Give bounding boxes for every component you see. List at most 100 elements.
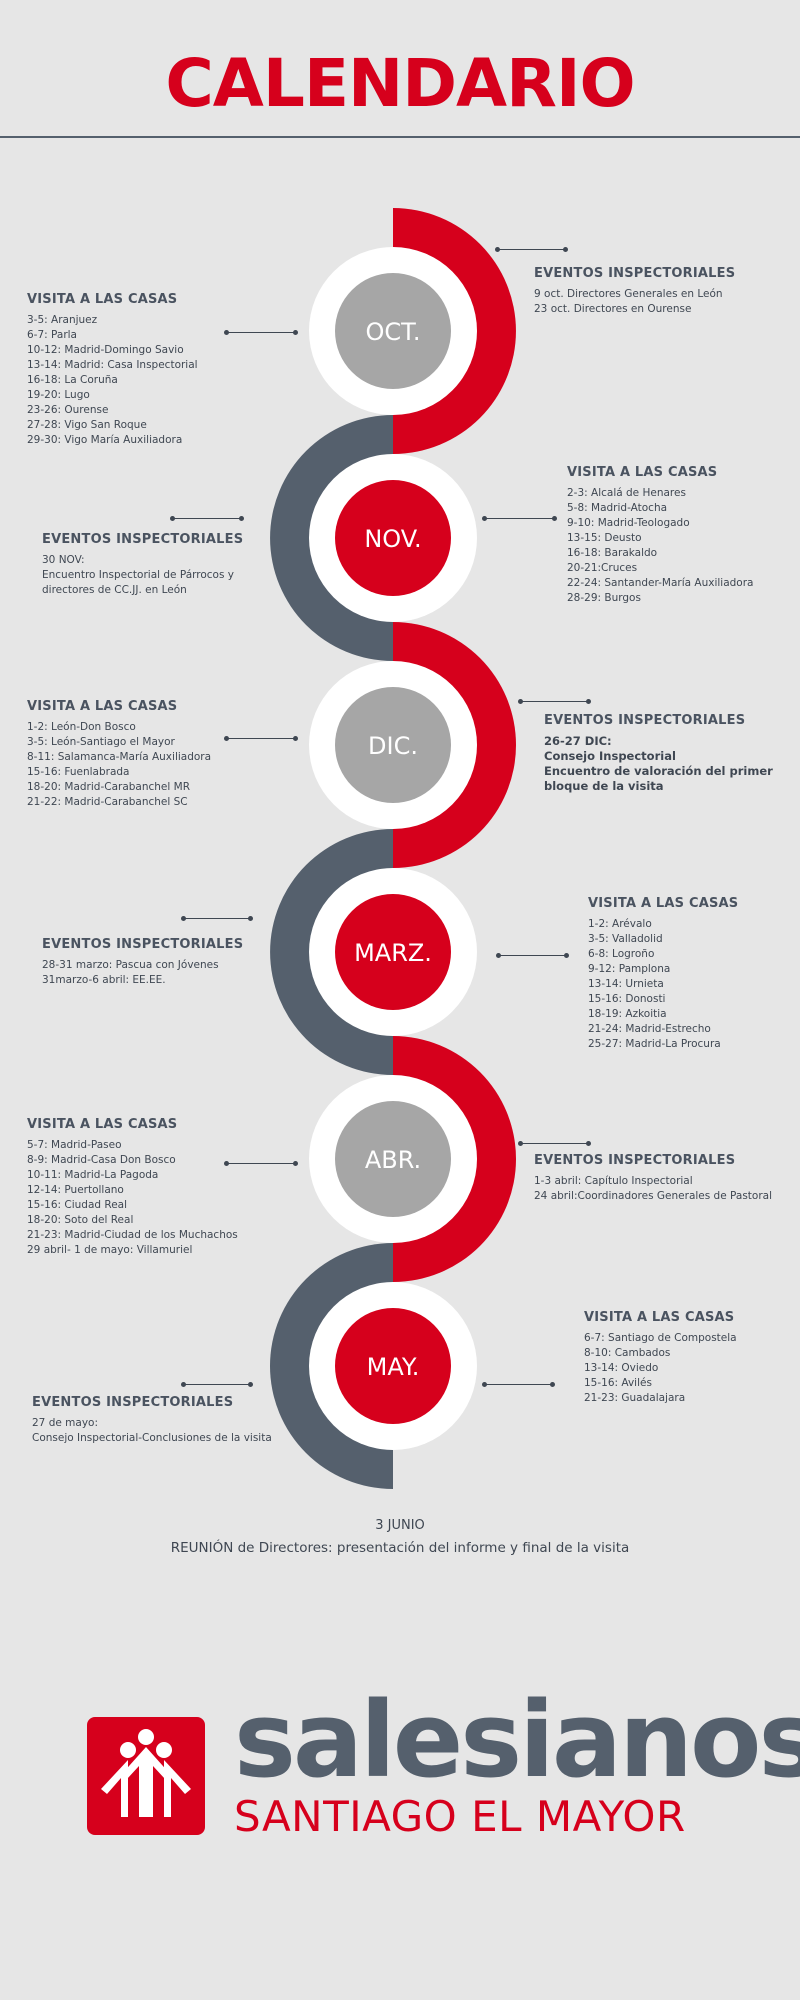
block-heading: EVENTOS INSPECTORIALES <box>42 532 244 547</box>
block-line: 27 de mayo: <box>32 1417 98 1429</box>
block-line: 21-24: Madrid-Estrecho <box>588 1023 711 1035</box>
calendar-block-right: VISITA A LAS CASAS 1-2: Arévalo 3-5: Valla… <box>588 896 738 1052</box>
salesian-children-icon <box>101 1729 191 1817</box>
block-line: 5-7: Madrid-Paseo <box>27 1139 122 1151</box>
connector-line <box>518 1141 591 1146</box>
block-line: 21-23: Guadalajara <box>584 1392 686 1404</box>
block-line: bloque de la visita <box>544 779 664 793</box>
block-line: 13-14: Urnieta <box>588 978 664 990</box>
month-badge <box>335 894 451 1010</box>
block-line: 18-20: Soto del Real <box>27 1214 134 1226</box>
block-line: 9-12: Pamplona <box>588 963 671 975</box>
block-line: 15-16: Ciudad Real <box>27 1199 128 1211</box>
brand-subtitle: SANTIAGO EL MAYOR <box>234 1792 686 1841</box>
block-line: 26-27 DIC: <box>544 734 612 748</box>
header-divider <box>0 136 800 138</box>
block-line: 25-27: Madrid-La Procura <box>588 1038 721 1050</box>
block-line: 19-20: Lugo <box>27 389 90 401</box>
calendar-block-left: VISITA A LAS CASAS 5-7: Madrid-Paseo 8-9: … <box>27 1117 238 1258</box>
block-line: 8-9: Madrid-Casa Don Bosco <box>27 1154 176 1166</box>
block-heading: EVENTOS INSPECTORIALES <box>534 266 736 281</box>
calendar-block-right: VISITA A LAS CASAS 2-3: Alcalá de Henares… <box>567 465 753 606</box>
block-line: 28-31 marzo: Pascua con Jóvenes <box>42 959 219 971</box>
calendar-block-left: EVENTOS INSPECTORIALES 30 NOV: Encuentro I… <box>42 532 243 598</box>
calendar-block-right: EVENTOS INSPECTORIALES 26-27 DIC: Consejo … <box>544 713 773 794</box>
block-heading: VISITA A LAS CASAS <box>27 699 178 714</box>
block-line: 16-18: La Coruña <box>27 374 118 386</box>
calendar-block-left: EVENTOS INSPECTORIALES 28-31 marzo: Pascu… <box>42 937 243 988</box>
connector-line <box>482 1382 555 1387</box>
connector-line <box>224 736 298 741</box>
block-line: 28-29: Burgos <box>567 592 641 604</box>
month-badge <box>335 1101 451 1217</box>
block-line: 13-14: Madrid: Casa Inspectorial <box>27 359 198 371</box>
block-line: 31marzo-6 abril: EE.EE. <box>42 974 166 986</box>
block-line: 21-23: Madrid-Ciudad de los Muchachos <box>27 1229 238 1241</box>
block-line: 10-11: Madrid-La Pagoda <box>27 1169 159 1181</box>
block-line: 27-28: Vigo San Roque <box>27 419 147 431</box>
block-line: Consejo Inspectorial <box>544 749 676 763</box>
block-line: 10-12: Madrid-Domingo Savio <box>27 344 184 356</box>
month-label: ABR. <box>365 1146 421 1174</box>
connector-line <box>482 516 557 521</box>
block-line: 18-20: Madrid-Carabanchel MR <box>27 781 191 793</box>
month-badge <box>335 1308 451 1424</box>
block-line: 15-16: Avilés <box>584 1377 652 1389</box>
calendar-block-right: EVENTOS INSPECTORIALES 9 oct. Directores … <box>534 266 735 317</box>
block-line: 23-26: Ourense <box>27 404 109 416</box>
block-line: 6-8: Logroño <box>588 948 655 960</box>
calendar-block-right: EVENTOS INSPECTORIALES 1-3 abril: Capítul… <box>534 1153 772 1204</box>
block-heading: VISITA A LAS CASAS <box>27 1117 178 1132</box>
block-line: 21-22: Madrid-Carabanchel SC <box>27 796 188 808</box>
connector-line <box>496 953 569 958</box>
month-badge <box>335 273 451 389</box>
calendar-block-left: VISITA A LAS CASAS 1-2: León-Don Bosco 3-5… <box>27 699 211 810</box>
footer-text: REUNIÓN de Directores: presentación del … <box>170 1540 630 1556</box>
footer-date: 3 JUNIO <box>375 1518 425 1533</box>
block-line: 3-5: León-Santiago el Mayor <box>27 736 175 748</box>
calendar-block-left: VISITA A LAS CASAS 3-5: Aranjuez 6-7: Parl… <box>27 292 198 448</box>
block-line: 3-5: Aranjuez <box>27 314 98 326</box>
connector-line <box>224 1161 298 1166</box>
block-heading: EVENTOS INSPECTORIALES <box>534 1153 736 1168</box>
connector-line <box>181 916 253 921</box>
block-line: 22-24: Santander-María Auxiliadora <box>567 577 754 589</box>
block-line: 29-30: Vigo María Auxiliadora <box>27 434 183 446</box>
month-label: DIC. <box>368 732 418 760</box>
block-heading: EVENTOS INSPECTORIALES <box>32 1395 234 1410</box>
block-line: 15-16: Fuenlabrada <box>27 766 130 778</box>
block-line: 9 oct. Directores Generales en León <box>534 288 723 300</box>
block-line: 30 NOV: <box>42 554 85 566</box>
block-line: 3-5: Valladolid <box>588 933 663 945</box>
block-line: 29 abril- 1 de mayo: Villamuriel <box>27 1244 193 1256</box>
block-line: 18-19: Azkoitia <box>588 1008 667 1020</box>
block-line: Encuentro Inspectorial de Párrocos y <box>42 569 234 581</box>
month-badge <box>335 687 451 803</box>
block-line: 12-14: Puertollano <box>27 1184 124 1196</box>
block-line: 1-2: Arévalo <box>588 918 652 930</box>
month-label: NOV. <box>364 525 421 553</box>
block-line: 6-7: Parla <box>27 329 77 341</box>
block-line: 2-3: Alcalá de Henares <box>567 487 686 499</box>
connector-line <box>181 1382 253 1387</box>
block-line: 8-11: Salamanca-María Auxiliadora <box>27 751 212 763</box>
month-label: OCT. <box>365 318 420 346</box>
block-line: 13-14: Oviedo <box>584 1362 659 1374</box>
calendar-block-right: VISITA A LAS CASAS 6-7: Santiago de Compo… <box>584 1310 737 1406</box>
block-line: 5-8: Madrid-Atocha <box>567 502 668 514</box>
block-line: 1-2: León-Don Bosco <box>27 721 136 733</box>
block-line: directores de CC.JJ. en León <box>42 584 187 596</box>
calendar-block-left: EVENTOS INSPECTORIALES 27 de mayo: Consejo… <box>32 1395 272 1446</box>
block-line: Encuentro de valoración del primer <box>544 764 773 778</box>
connector-line <box>224 330 298 335</box>
month-label: MAY. <box>367 1353 420 1381</box>
page-title: CALENDARIO <box>165 45 635 122</box>
block-line: 13-15: Deusto <box>567 532 642 544</box>
block-line: Consejo Inspectorial-Conclusiones de la … <box>32 1432 272 1444</box>
block-line: 9-10: Madrid-Teologado <box>567 517 690 529</box>
block-heading: VISITA A LAS CASAS <box>567 465 718 480</box>
block-line: 8-10: Cambados <box>584 1347 671 1359</box>
block-heading: EVENTOS INSPECTORIALES <box>42 937 244 952</box>
block-line: 16-18: Barakaldo <box>567 547 658 559</box>
